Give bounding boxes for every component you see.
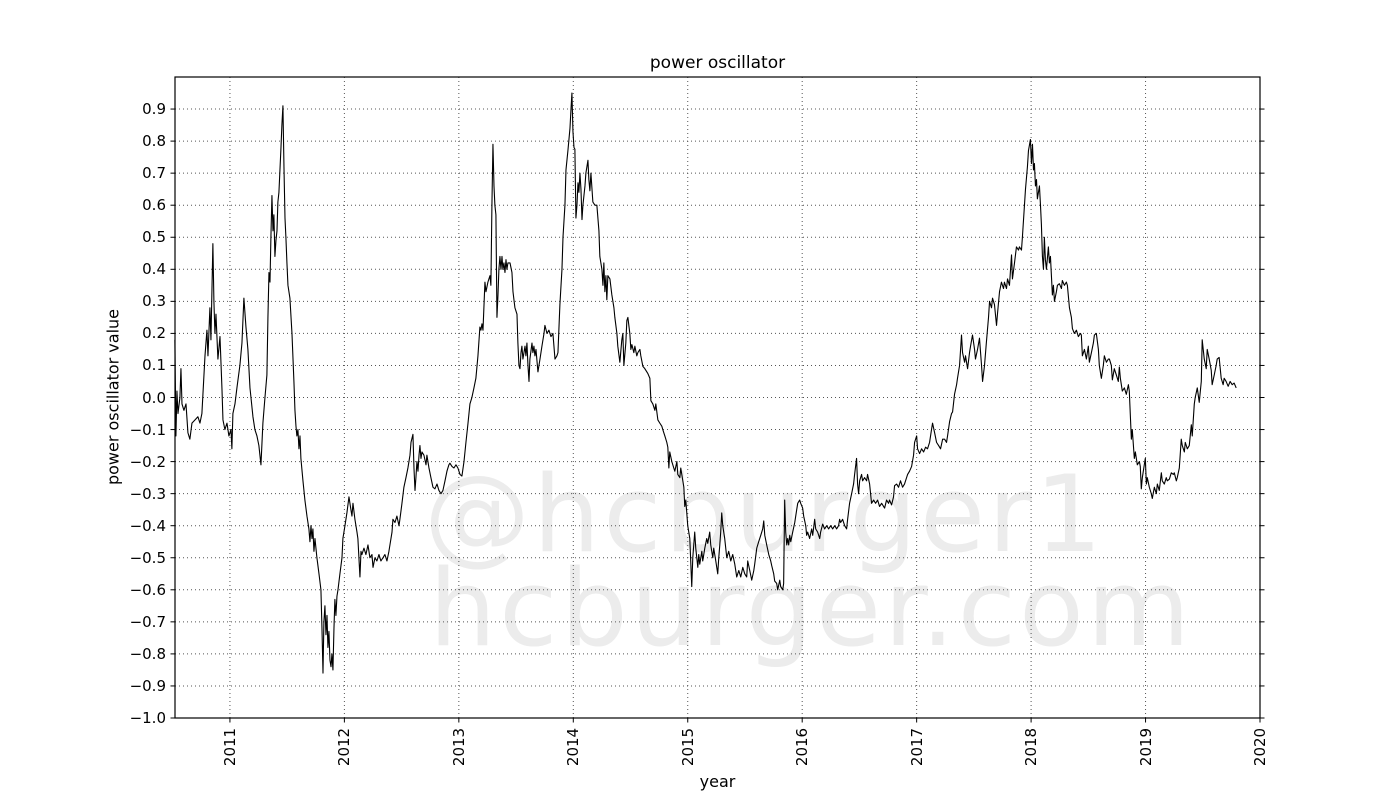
x-tick-label: 2018 (1022, 727, 1041, 767)
y-tick-label: 0.0 (142, 388, 166, 407)
y-tick-label: −0.9 (129, 676, 166, 695)
y-tick-label: 0.5 (142, 228, 166, 247)
grid-layer (175, 77, 1261, 719)
x-tick-label: 2017 (907, 727, 926, 767)
y-tick-label: −0.1 (129, 420, 166, 439)
y-tick-label: −1.0 (129, 709, 166, 727)
x-tick-label: 2011 (220, 727, 239, 767)
y-tick-label: 0.8 (142, 132, 166, 151)
x-tick-label: 2013 (449, 727, 468, 767)
y-tick-label: −0.8 (129, 644, 166, 663)
x-tick-label: 2020 (1251, 727, 1269, 767)
watermark-line-1: @hcburger1 (424, 453, 1106, 576)
x-tick-label: 2012 (335, 727, 354, 767)
y-tick-label: 0.9 (142, 100, 166, 119)
y-tick-label: −0.2 (129, 452, 166, 471)
data-line (174, 92, 1237, 674)
y-tick-label: 0.2 (142, 324, 166, 343)
y-tick-label: −0.3 (129, 484, 166, 503)
data-line-layer (174, 92, 1237, 674)
x-tick-label: 2015 (678, 727, 697, 767)
y-tick-label: 0.3 (142, 292, 166, 311)
y-tick-label: 0.1 (142, 356, 166, 375)
y-tick-label: 0.7 (142, 164, 166, 183)
tick-marks (170, 108, 1265, 723)
watermark-line-2: hcburger.com (429, 547, 1194, 670)
y-tick-label: −0.5 (129, 548, 166, 567)
x-tick-label: 2014 (564, 727, 583, 767)
x-tick-label: 2016 (793, 727, 812, 767)
x-axis-label: year (699, 772, 736, 791)
y-tick-label: 0.6 (142, 196, 166, 215)
y-tick-label: −0.4 (129, 516, 166, 535)
plot-border (174, 76, 1261, 719)
y-tick-label: −0.6 (129, 580, 166, 599)
y-tick-label: −0.7 (129, 612, 166, 631)
x-tick-label: 2019 (1136, 727, 1155, 767)
chart-title: power oscillator (649, 53, 786, 73)
y-tick-label: 0.4 (142, 260, 166, 279)
axes-spines (174, 76, 1261, 719)
